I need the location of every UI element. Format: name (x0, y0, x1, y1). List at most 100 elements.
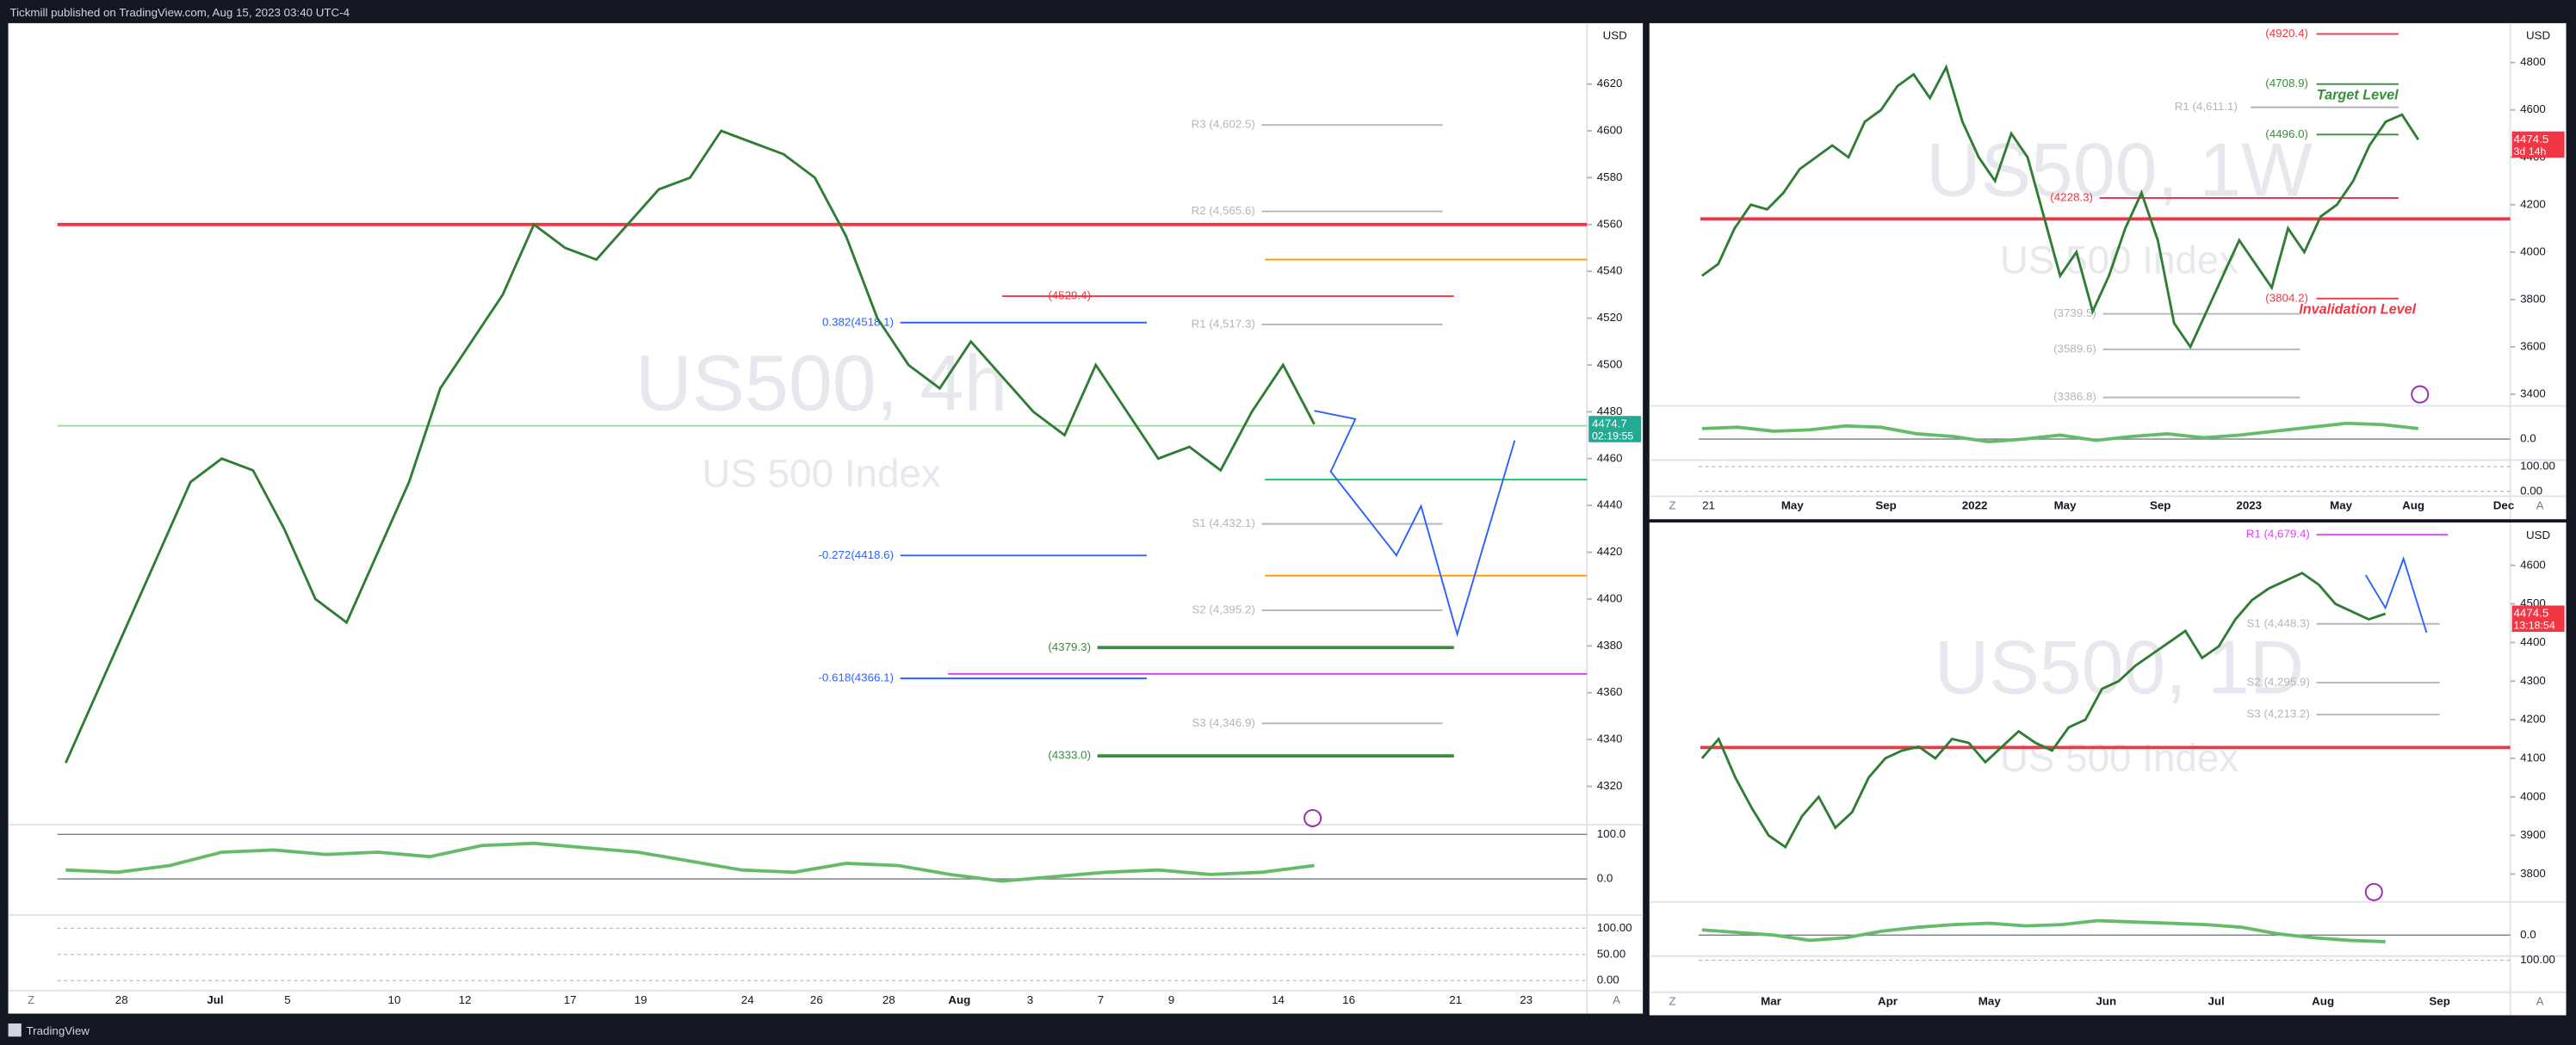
oscillator-line (1701, 918, 2386, 943)
time-label: Sep (2150, 498, 2170, 511)
time-label: May (2330, 498, 2353, 511)
y-tick-label: 4000 (2520, 789, 2546, 802)
brand-name: TradingView (27, 1024, 90, 1037)
y-tick-label: 4000 (2520, 244, 2546, 257)
panel-background (1649, 22, 2567, 520)
time-label: 21 (1449, 993, 1462, 1006)
currency-label: USD (2526, 29, 2550, 42)
bar-countdown: 02:19:55 (1592, 430, 1633, 442)
y-tick-label: 4200 (2520, 713, 2546, 726)
time-label: Sep (1875, 498, 1896, 511)
y-tick-label: 4300 (2520, 674, 2546, 687)
time-label: 16 (1342, 993, 1355, 1006)
currency-label: USD (2526, 529, 2550, 541)
symbol-watermark: US500, 4h (635, 340, 1008, 428)
level-label: (4920.4) (2265, 27, 2308, 40)
price-line (1700, 572, 2387, 850)
level-label: (3386.8) (2053, 390, 2096, 403)
event-icon[interactable] (1303, 808, 1322, 827)
scale-button[interactable]: A (1613, 993, 1620, 1006)
event-icon[interactable] (2411, 385, 2430, 404)
time-label: Aug (948, 993, 970, 1006)
oscillator-line (1701, 421, 2419, 444)
level-label: S1 (4,432.1) (1192, 516, 1254, 529)
y-tick-label: 4800 (2520, 55, 2546, 68)
panels: US500, 4h US 500 Index USD 4320 4340 4360 4380… (8, 22, 2567, 1016)
y-tick-label: 4600 (2520, 102, 2546, 115)
panel-background (1649, 522, 2567, 1016)
time-label: 14 (1272, 993, 1285, 1006)
symbol-watermark: US500, 1D (1935, 626, 2304, 710)
y-tick-label: 4380 (1597, 639, 1623, 652)
last-price: 4474.5 (2513, 607, 2548, 620)
last-price-tag (2511, 131, 2565, 158)
level-label: R1 (4,611.1) (2175, 100, 2238, 113)
time-label: Sep (2429, 995, 2449, 1008)
y-tick-label: 4480 (1597, 405, 1623, 417)
scale-button[interactable]: Z (28, 993, 34, 1006)
time-label: 9 (1168, 993, 1174, 1006)
last-price: 4474.5 (2513, 133, 2548, 145)
y-tick-label: 0.0 (2520, 432, 2536, 445)
projection-path (2364, 556, 2428, 634)
time-label: 2022 (1962, 498, 1988, 511)
level-label: S3 (4,213.2) (2246, 708, 2309, 720)
level-label: S2 (4,395.2) (1192, 603, 1254, 616)
last-price-tag (1588, 416, 1642, 442)
level-label: (4529.4) (1048, 289, 1091, 302)
bar-countdown: 13:18:54 (2513, 620, 2554, 632)
y-tick-label: 0.0 (1597, 872, 1613, 885)
level-label: (4708.9) (2265, 77, 2308, 90)
time-label: Aug (2312, 995, 2334, 1008)
y-tick-label: 100.00 (1597, 921, 1632, 934)
event-icon[interactable] (2364, 882, 2383, 901)
y-tick-label: 100.0 (1597, 827, 1625, 840)
y-tick-label: 100.00 (2520, 953, 2555, 966)
time-label: Mar (1761, 995, 1781, 1008)
level-label: (4333.0) (1048, 749, 1091, 762)
y-tick-label: 4340 (1597, 733, 1623, 745)
time-label: Jul (2208, 995, 2224, 1008)
time-label: May (1781, 498, 1805, 511)
y-tick-label: 4440 (1597, 498, 1623, 511)
time-label: Apr (1878, 995, 1898, 1008)
y-tick-label: 3800 (2520, 292, 2546, 305)
time-label: Dec (2493, 498, 2515, 511)
y-tick-label: 4600 (1597, 124, 1623, 137)
symbol-watermark: US500, 1W (1926, 128, 2313, 213)
level-label: R1 (4,517.3) (1192, 317, 1255, 330)
level-note: Invalidation Level (2299, 301, 2416, 317)
y-tick-label: 3400 (2520, 387, 2546, 400)
time-label: 19 (635, 993, 647, 1006)
time-label: 24 (741, 993, 754, 1006)
chart-panel: US500, 4h US 500 Index USD 4320 4340 4360 4380… (8, 22, 1644, 1014)
time-label: 28 (882, 993, 895, 1006)
time-label: 7 (1098, 993, 1104, 1006)
y-tick-label: 4100 (2520, 751, 2546, 764)
last-price: 4474.7 (1592, 417, 1627, 430)
time-label: Jul (207, 993, 223, 1006)
bar-countdown: 3d 14h (2513, 145, 2546, 158)
time-label: 5 (284, 993, 290, 1006)
chart-panel: US500, 1D US 500 Index USD 3800 3900 4000 4100… (1649, 522, 2567, 1016)
time-label: 10 (388, 993, 401, 1006)
time-label: Aug (2402, 498, 2424, 511)
currency-label: USD (1603, 29, 1627, 42)
y-tick-label: 4460 (1597, 451, 1623, 464)
level-label: S3 (4,346.9) (1192, 716, 1254, 729)
y-tick-label: 3800 (2520, 867, 2546, 880)
scale-button[interactable]: Z (1669, 995, 1675, 1008)
level-label: (3739.5) (2053, 306, 2096, 319)
scale-button[interactable]: Z (1669, 498, 1675, 511)
time-label: 21 (1702, 498, 1715, 511)
panel-background (8, 22, 1644, 1014)
scale-button[interactable]: A (2536, 995, 2544, 1008)
scale-button[interactable]: A (2536, 498, 2544, 511)
y-tick-label: 0.00 (2520, 484, 2542, 497)
projection-path (1314, 410, 1516, 638)
y-tick-label: 4620 (1597, 77, 1623, 90)
y-tick-label: 100.00 (2520, 460, 2555, 473)
y-tick-label: 4400 (2520, 635, 2546, 648)
level-label: S2 (4,295.9) (2246, 676, 2309, 689)
